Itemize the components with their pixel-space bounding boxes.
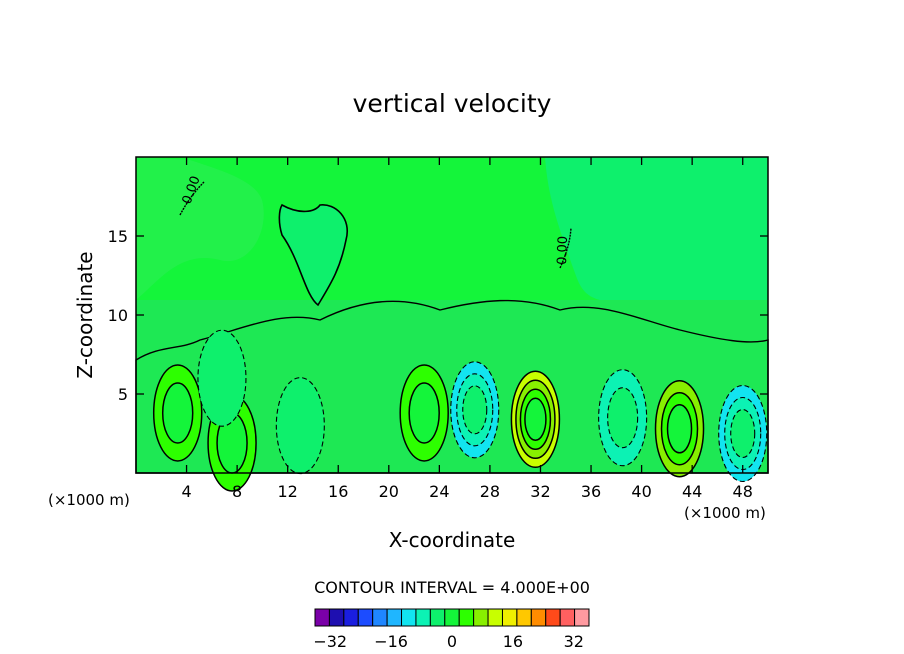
- colorbar-swatch: [501, 608, 518, 627]
- colorbar-tick-label: 0: [447, 632, 457, 651]
- updraft-contour: [161, 382, 194, 444]
- y-axis-ticks: 5 10 15: [108, 227, 768, 404]
- colorbar-swatch: [574, 608, 590, 627]
- x-tick-label: 8: [232, 482, 242, 501]
- contour-fragment-left: [179, 181, 205, 216]
- colorbar-swatch: [328, 608, 345, 627]
- colorbar-tick-label: 32: [564, 632, 584, 651]
- colorbar: [314, 608, 590, 627]
- x-left-unit-label: (×1000 m): [48, 491, 130, 509]
- contour-interval-text: CONTOUR INTERVAL = 4.000E+00: [314, 578, 590, 597]
- y-tick-label: 5: [118, 385, 128, 404]
- upper-left-region: [136, 157, 264, 300]
- colorbar-swatch: [429, 608, 446, 627]
- colorbar-tick-label: 16: [503, 632, 523, 651]
- x-tick-label: 16: [328, 482, 348, 501]
- x-tick-label: 24: [429, 482, 449, 501]
- colorbar-swatch: [401, 608, 417, 627]
- velocity-cells: [152, 329, 768, 492]
- colorbar-swatch: [343, 608, 359, 627]
- colorbar-tick-label: −32: [313, 632, 347, 651]
- x-tick-label: 12: [278, 482, 298, 501]
- colorbar-swatch: [530, 608, 547, 627]
- contour-upper-plume: [278, 203, 349, 307]
- colorbar-tick-label: −16: [374, 632, 408, 651]
- x-axis-title: X-coordinate: [389, 528, 516, 552]
- colorbar-swatch: [559, 608, 576, 627]
- colorbar-swatch: [372, 608, 388, 627]
- downdraft-contour: [197, 329, 247, 427]
- x-axis-ticks: 4 8 12 16 20 24 28 32 36 40 44 48: [181, 157, 753, 501]
- colorbar-swatch: [357, 608, 374, 627]
- y-tick-label: 10: [108, 306, 128, 325]
- x-tick-label: 48: [733, 482, 753, 501]
- chart-title: vertical velocity: [353, 89, 552, 118]
- downdraft-contour: [275, 377, 325, 475]
- updraft-contour: [408, 382, 440, 444]
- downdraft-contour: [607, 387, 639, 449]
- colorbar-swatch: [444, 608, 460, 627]
- downdraft-contour: [730, 408, 756, 459]
- colorbar-swatch: [314, 608, 330, 627]
- x-tick-label: 44: [682, 482, 702, 501]
- colorbar-swatch: [473, 608, 489, 627]
- downdraft-contour: [462, 385, 488, 435]
- updraft-contour: [524, 397, 547, 442]
- x-tick-label: 4: [181, 482, 191, 501]
- colorbar-swatch: [458, 608, 475, 627]
- updraft-contour: [666, 404, 693, 454]
- colorbar-swatch: [516, 608, 532, 627]
- contour-fragment-right: [559, 227, 572, 269]
- x-right-unit-label: (×1000 m): [684, 504, 766, 522]
- colorbar-swatch: [386, 608, 403, 627]
- y-axis-title: Z-coordinate: [73, 251, 97, 378]
- x-tick-label: 28: [480, 482, 500, 501]
- x-tick-label: 40: [631, 482, 651, 501]
- x-tick-label: 20: [379, 482, 399, 501]
- y-tick-label: 15: [108, 227, 128, 246]
- colorbar-swatch: [487, 608, 503, 627]
- x-tick-label: 36: [581, 482, 601, 501]
- colorbar-swatch: [415, 608, 431, 627]
- upper-right-region: [136, 157, 768, 300]
- x-tick-label: 32: [530, 482, 550, 501]
- colorbar-swatch: [545, 608, 561, 627]
- colorbar-tick-labels: −32 −16 0 16 32: [313, 632, 584, 651]
- contour-label-right: 0.00: [555, 236, 571, 265]
